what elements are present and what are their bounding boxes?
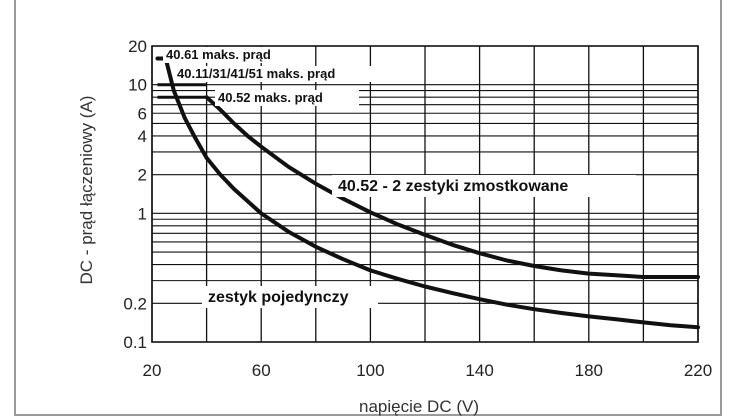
limit-label-bg: [215, 90, 359, 106]
annotation-label: 40.52 - 2 zestyki zmostkowane: [338, 178, 568, 195]
x-tick-label: 60: [252, 361, 271, 380]
x-tick-label: 140: [465, 361, 493, 380]
x-axis-label: napięcie DC (V): [359, 397, 479, 416]
annotation-bg: [332, 175, 636, 197]
y-tick-label: 6: [138, 104, 147, 123]
y-tick-label: 0.2: [123, 294, 147, 313]
y-tick-label: 2: [138, 166, 147, 185]
x-tick-label: 100: [356, 361, 384, 380]
plot-border: [151, 45, 699, 343]
y-tick-label: 0.1: [123, 333, 147, 352]
limit-label-bg: [163, 47, 263, 63]
y-tick-label: 1: [138, 204, 147, 223]
y-tick-label: 20: [128, 37, 147, 56]
y-tick-label: 10: [128, 76, 147, 95]
limit-label-bg: [174, 66, 412, 82]
annotation-label: zestyk pojedynczy: [208, 289, 349, 306]
x-tick-label: 220: [684, 361, 712, 380]
curve-bridged-contacts: [204, 95, 700, 279]
y-tick-label: 4: [138, 127, 147, 146]
limit-label: 40.11/31/41/51 maks. prąd: [177, 66, 335, 81]
x-tick-label: 20: [143, 361, 162, 380]
limit-label: 40.61 maks. prąd: [166, 47, 271, 62]
chart-frame: [14, 0, 722, 416]
limit-label: 40.52 maks. prąd: [218, 90, 323, 105]
y-axis-label: DC - prąd łączeniowy (A): [77, 96, 96, 285]
x-tick-label: 180: [575, 361, 603, 380]
annotation-bg: [202, 286, 378, 308]
curve-single-contact: [155, 56, 700, 330]
